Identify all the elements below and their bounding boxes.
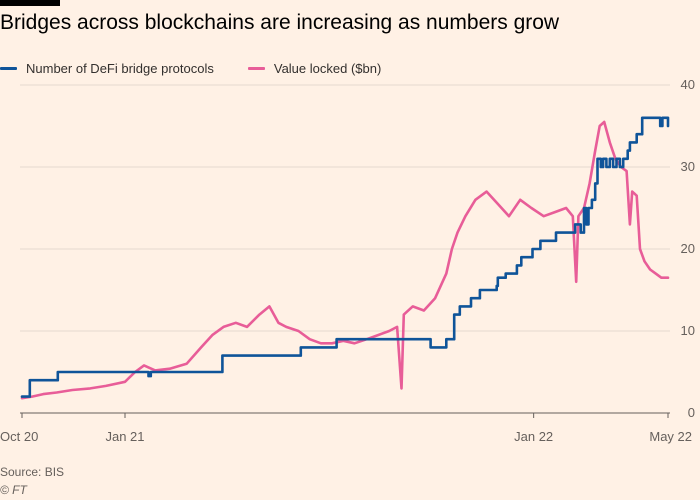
legend-label-value-locked: Value locked ($bn) — [273, 60, 382, 76]
legend-label-protocols: Number of DeFi bridge protocols — [26, 60, 214, 76]
legend-item-protocols: Number of DeFi bridge protocols — [0, 61, 214, 76]
source-note: Source: BIS — [0, 465, 65, 479]
x-tick-label-2022-05-01: May 22 — [649, 429, 692, 444]
x-tick-label-2021-01-01: Jan 21 — [105, 429, 144, 444]
legend-item-value-locked: Value locked ($bn) — [247, 60, 382, 76]
legend-swatch-value-locked — [247, 66, 265, 70]
y-tick-label-0: 0 — [688, 405, 695, 420]
y-tick-label-40: 40 — [681, 77, 695, 92]
series-line-protocols — [20, 116, 670, 398]
x-tick-label-2022-01-01: Jan 22 — [514, 429, 553, 444]
legend: Number of DeFi bridge protocols Value lo… — [0, 59, 415, 77]
top-rule-bar — [0, 0, 60, 6]
series-line-value-locked — [20, 120, 670, 400]
copyright-note: © FT — [0, 483, 27, 497]
y-tick-label-10: 10 — [681, 323, 695, 338]
y-tick-label-30: 30 — [681, 159, 695, 174]
legend-swatch-protocols — [0, 66, 17, 70]
chart-title: Bridges across blockchains are increasin… — [0, 11, 560, 34]
y-tick-label-20: 20 — [681, 241, 695, 256]
x-tick-label-2020-10-01: Oct 20 — [0, 429, 38, 444]
